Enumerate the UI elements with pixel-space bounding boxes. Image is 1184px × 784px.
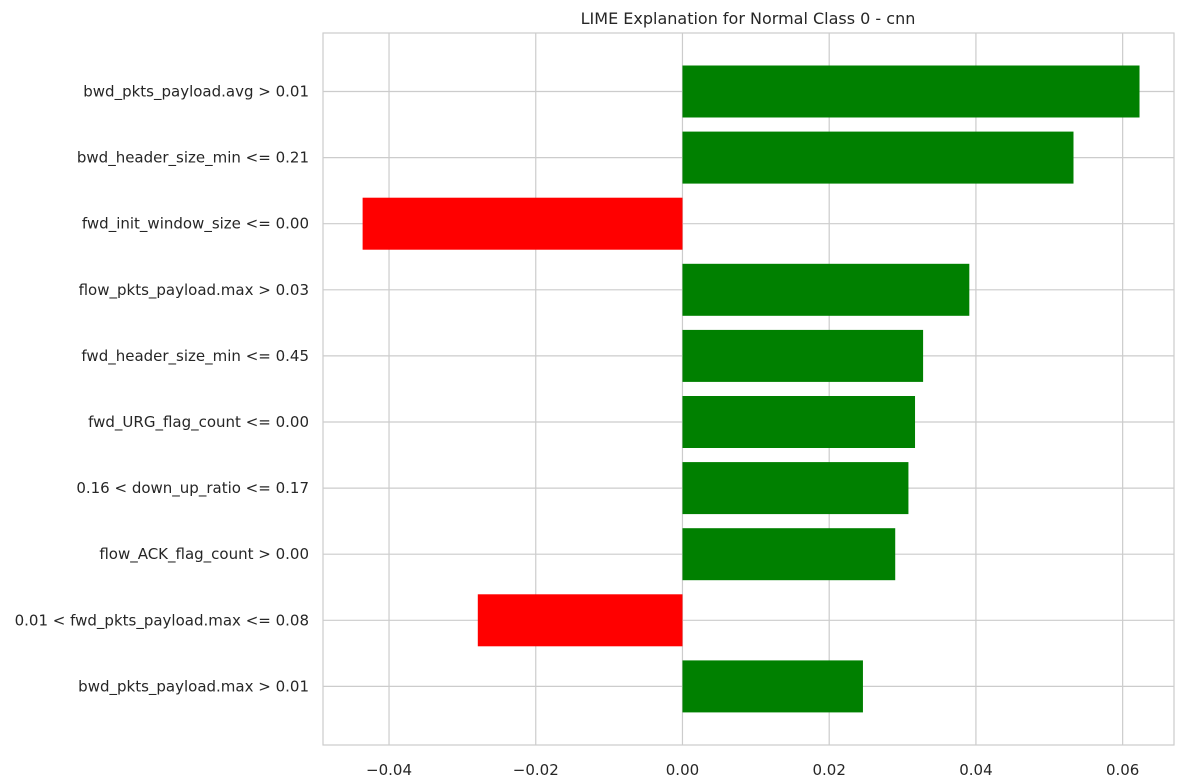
y-axis-labels: bwd_pkts_payload.avg > 0.01 bwd_header_si… xyxy=(15,83,309,697)
x-tick-label: −0.02 xyxy=(513,761,559,779)
x-tick-label: 0.06 xyxy=(1106,761,1139,779)
y-category-label: bwd_pkts_payload.max > 0.01 xyxy=(78,677,309,696)
x-tick-label: −0.04 xyxy=(366,761,412,779)
bar-positive xyxy=(682,329,924,382)
chart-title: LIME Explanation for Normal Class 0 - cn… xyxy=(581,9,916,28)
bar-negative xyxy=(362,197,683,250)
y-category-label: fwd_header_size_min <= 0.45 xyxy=(81,347,309,366)
bar-positive xyxy=(682,462,909,515)
y-category-label: bwd_header_size_min <= 0.21 xyxy=(77,149,309,168)
x-axis-labels: −0.04 −0.02 0.00 0.02 0.04 0.06 xyxy=(366,761,1139,779)
y-category-label: flow_pkts_payload.max > 0.03 xyxy=(79,281,309,300)
bar-positive xyxy=(682,528,896,581)
y-category-label: fwd_URG_flag_count <= 0.00 xyxy=(88,413,309,432)
bar-negative xyxy=(477,594,683,647)
x-tick-label: 0.04 xyxy=(959,761,992,779)
y-category-label: bwd_pkts_payload.avg > 0.01 xyxy=(83,83,309,102)
y-category-label: flow_ACK_flag_count > 0.00 xyxy=(99,545,309,564)
bar-positive xyxy=(682,660,863,713)
plot-frame xyxy=(322,32,1175,746)
bar-positive xyxy=(682,131,1074,184)
x-tick-label: 0.00 xyxy=(666,761,699,779)
bar-positive xyxy=(682,263,970,316)
bar-positive xyxy=(682,65,1140,118)
y-category-label: fwd_init_window_size <= 0.00 xyxy=(82,215,309,234)
bar-layer xyxy=(362,65,1140,713)
y-category-label: 0.01 < fwd_pkts_payload.max <= 0.08 xyxy=(15,611,309,630)
y-category-label: 0.16 < down_up_ratio <= 0.17 xyxy=(76,479,309,498)
x-tick-label: 0.02 xyxy=(812,761,845,779)
bar-positive xyxy=(682,396,916,448)
